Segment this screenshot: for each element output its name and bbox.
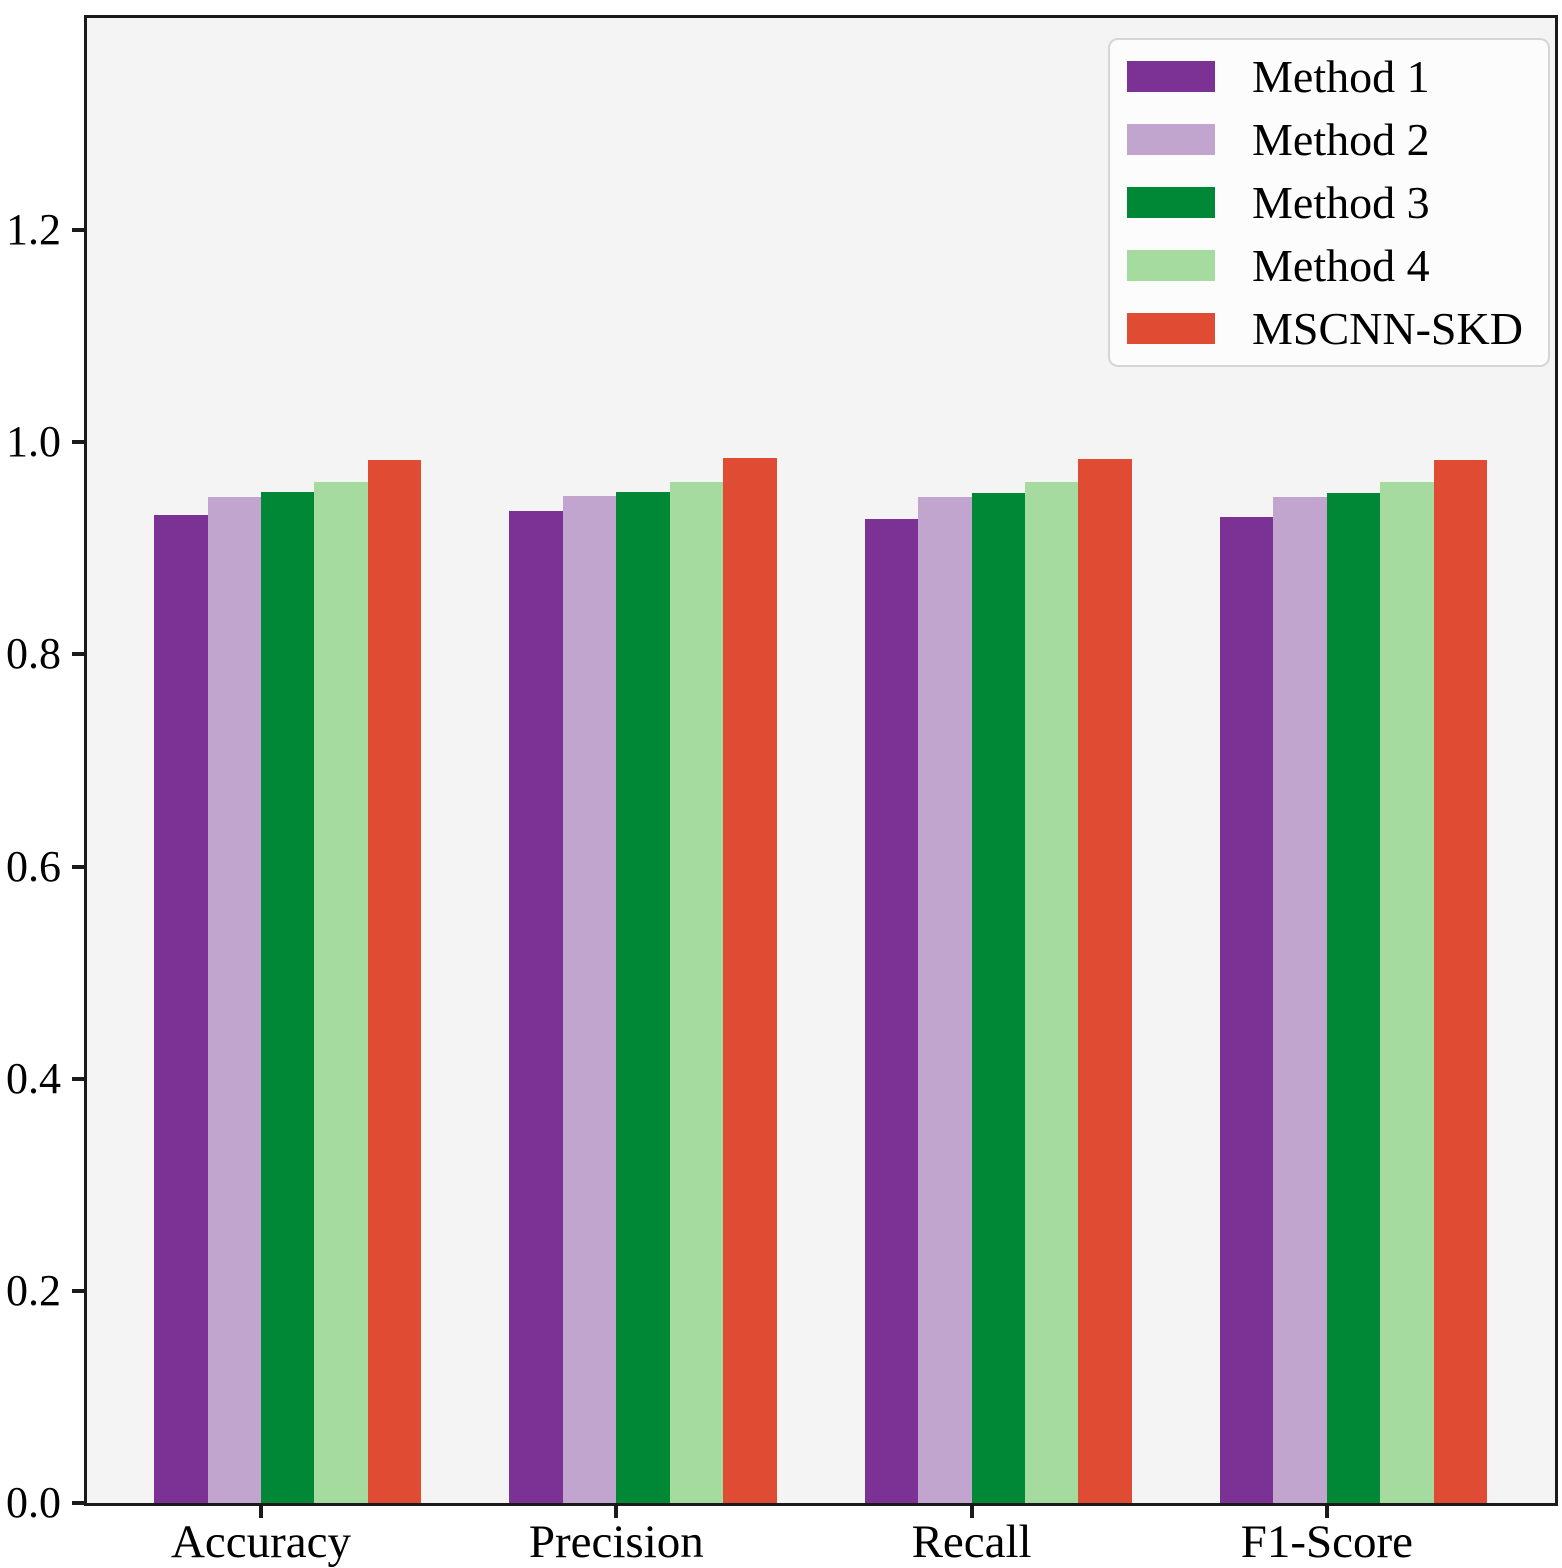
y-tick-label-0.8: 0.8 <box>6 629 61 679</box>
legend-label-method-1: Method 1 <box>1252 50 1430 102</box>
bar-mscnn-skd-recall <box>1078 459 1132 1503</box>
x-tick-mark-recall <box>969 1506 974 1518</box>
bar-method-3-recall <box>971 493 1025 1503</box>
x-tick-label-accuracy: Accuracy <box>170 1516 352 1568</box>
bar-method-1-accuracy <box>154 515 208 1503</box>
legend-item-method-4: Method 4 <box>1127 234 1548 297</box>
legend-label-method-3: Method 3 <box>1252 176 1430 228</box>
y-tick-label-1.0: 1.0 <box>6 417 61 467</box>
x-tick-label-precision: Precision <box>528 1516 704 1568</box>
x-tick-label-recall: Recall <box>911 1516 1032 1568</box>
bar-method-4-recall <box>1025 481 1079 1503</box>
y-tick-mark-0.6 <box>72 864 84 869</box>
y-tick-label-0.0: 0.0 <box>6 1478 61 1527</box>
bar-method-2-precision <box>562 496 617 1503</box>
legend-item-method-2: Method 2 <box>1127 108 1548 171</box>
y-tick-mark-1.2 <box>72 228 84 233</box>
bar-method-4-precision <box>669 481 724 1503</box>
bar-method-3-accuracy <box>261 492 315 1503</box>
bar-method-2-f1-score <box>1273 497 1327 1503</box>
x-tick-mark-f1-score <box>1324 1506 1329 1518</box>
legend-label-method-2: Method 2 <box>1252 113 1430 165</box>
legend-swatch-method-2 <box>1127 124 1215 155</box>
bar-mscnn-skd-accuracy <box>367 460 422 1503</box>
x-tick-label-f1-score: F1-Score <box>1240 1516 1414 1568</box>
y-tick-mark-0.0 <box>72 1501 84 1505</box>
y-tick-label-0.6: 0.6 <box>6 841 61 891</box>
bar-method-1-f1-score <box>1220 516 1274 1503</box>
bar-method-3-precision <box>616 492 670 1503</box>
bar-mscnn-skd-f1-score <box>1433 460 1488 1503</box>
legend-swatch-method-3 <box>1127 187 1215 218</box>
bar-method-2-accuracy <box>207 497 261 1503</box>
legend: Method 1 Method 2 Method 3 Method 4 MSCN… <box>1108 38 1550 367</box>
y-tick-label-0.2: 0.2 <box>6 1265 61 1315</box>
legend-swatch-mscnn-skd <box>1127 313 1215 344</box>
bar-method-3-f1-score <box>1326 493 1381 1503</box>
bar-method-4-accuracy <box>314 481 368 1503</box>
legend-item-mscnn-skd: MSCNN-SKD <box>1127 297 1548 360</box>
bar-method-1-recall <box>864 518 919 1503</box>
y-tick-label-0.4: 0.4 <box>6 1053 61 1103</box>
legend-label-method-4: Method 4 <box>1252 239 1430 291</box>
legend-swatch-method-1 <box>1127 61 1215 92</box>
bar-method-1-precision <box>509 511 563 1503</box>
legend-label-mscnn-skd: MSCNN-SKD <box>1252 302 1523 354</box>
x-tick-mark-accuracy <box>259 1506 263 1518</box>
bar-method-2-recall <box>918 497 972 1503</box>
y-tick-mark-0.2 <box>72 1288 84 1293</box>
y-tick-mark-0.8 <box>72 652 84 657</box>
bar-method-4-f1-score <box>1380 481 1434 1503</box>
legend-item-method-1: Method 1 <box>1127 45 1548 108</box>
y-tick-mark-0.4 <box>72 1076 84 1081</box>
bar-mscnn-skd-precision <box>723 458 777 1503</box>
legend-item-method-3: Method 3 <box>1127 171 1548 234</box>
y-tick-mark-1.0 <box>72 440 84 445</box>
y-tick-label-1.2: 1.2 <box>6 205 61 255</box>
x-tick-mark-precision <box>614 1506 619 1518</box>
legend-swatch-method-4 <box>1127 250 1215 281</box>
